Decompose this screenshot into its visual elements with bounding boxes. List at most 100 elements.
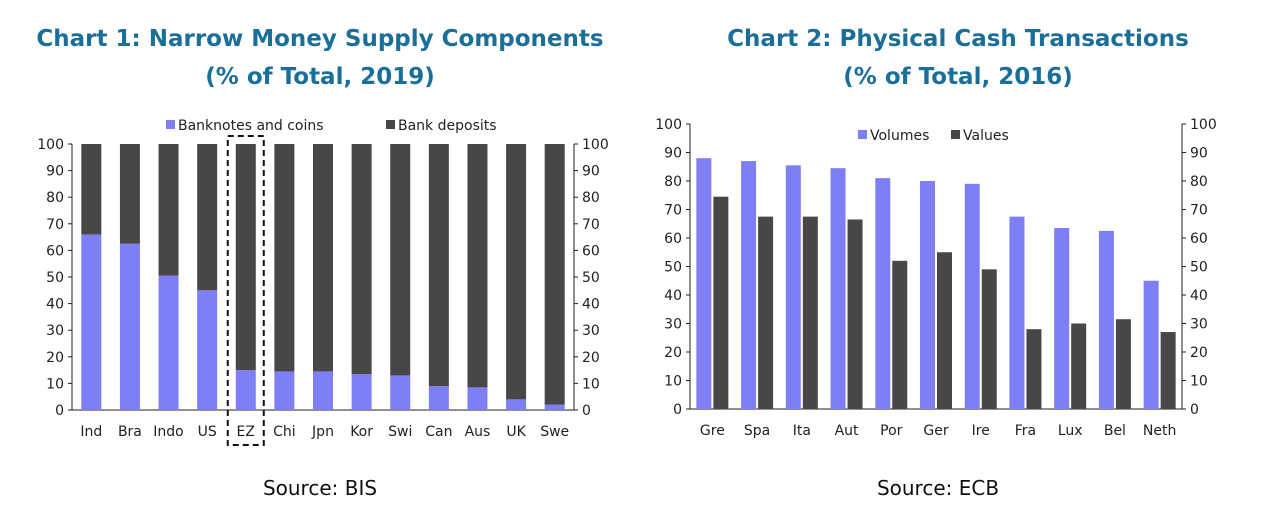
bar-banknotes-and-coins-uk [506,399,527,410]
x-tick-label-ire: Ire [972,423,990,439]
x-tick-label-aut: Aut [835,423,859,439]
left-tick-label: 30 [46,323,64,339]
bar-banknotes-and-coins-aus [467,387,488,410]
bar-volumes-aut [830,168,846,409]
left-tick-label: 0 [673,402,682,418]
left-tick-label: 0 [55,403,64,419]
bar-bank-deposits-swi [390,144,411,376]
legend-swatch-banknotes-and-coins [166,120,175,129]
bar-values-lux [1071,323,1087,409]
bar-bank-deposits-us [197,144,218,291]
bar-volumes-fra [1009,216,1025,409]
right-tick-label: 0 [1190,402,1199,418]
bar-volumes-spa [741,161,757,409]
right-tick-label: 90 [582,164,600,180]
bar-volumes-ger [920,181,935,409]
left-tick-label: 10 [46,376,64,392]
legend-label-volumes: Volumes [870,128,929,144]
x-tick-label-bra: Bra [118,424,142,440]
highlight-box-ez [226,135,265,446]
right-tick-label: 40 [1190,288,1208,304]
x-tick-label-neth: Neth [1143,423,1176,439]
left-tick-label: 50 [664,260,682,276]
left-tick-label: 30 [664,317,682,333]
bar-bank-deposits-aus [467,144,488,388]
chart-2-panel: Chart 2: Physical Cash Transactions (% o… [640,0,1276,520]
chart-1-title-block: Chart 1: Narrow Money Supply Components … [0,20,640,96]
x-tick-label-por: Por [880,423,903,439]
bar-banknotes-and-coins-ez [235,370,256,410]
right-tick-label: 90 [1190,146,1208,162]
right-tick-label: 70 [582,217,600,233]
right-tick-label: 60 [1190,231,1208,247]
bar-banknotes-and-coins-bra [119,243,140,410]
left-tick-label: 40 [664,288,682,304]
bar-bank-deposits-ez [235,144,256,371]
x-tick-label-bel: Bel [1104,423,1126,439]
left-tick-label: 60 [664,231,682,247]
right-tick-label: 60 [582,243,600,259]
right-tick-label: 0 [582,403,591,419]
right-tick-label: 100 [1190,117,1217,133]
x-tick-label-ita: Ita [793,423,811,439]
chart-1-title: Chart 1: Narrow Money Supply Components [36,26,604,52]
bar-volumes-neth [1143,280,1159,409]
right-tick-label: 20 [1190,345,1208,361]
left-tick-label: 70 [664,203,682,219]
bar-banknotes-and-coins-can [428,386,449,410]
legend-label-banknotes-and-coins: Banknotes and coins [178,118,324,134]
chart-1-source: Source: BIS [262,476,378,500]
x-tick-label-chi: Chi [273,424,296,440]
bar-bank-deposits-swe [544,144,565,405]
bar-volumes-gre [696,158,712,409]
legend-swatch-volumes [858,130,867,139]
x-tick-label-fra: Fra [1015,423,1036,439]
bar-values-bel [1115,319,1131,409]
bar-bank-deposits-indo [158,144,179,276]
left-tick-label: 20 [664,345,682,361]
right-tick-label: 70 [1190,203,1208,219]
legend-label-bank-deposits: Bank deposits [398,118,497,134]
bar-values-ita [802,216,818,409]
chart-2-subtitle: (% of Total, 2016) [843,64,1073,90]
legend-swatch-bank-deposits [386,120,395,129]
left-tick-label: 100 [37,137,64,153]
right-tick-label: 30 [1190,317,1208,333]
bar-banknotes-and-coins-chi [274,371,295,410]
left-tick-label: 70 [46,217,64,233]
bar-bank-deposits-bra [119,144,140,244]
bar-bank-deposits-jpn [313,144,333,372]
x-tick-label-indo: Indo [153,424,183,440]
right-tick-label: 50 [582,270,600,286]
right-tick-label: 10 [582,376,600,392]
bar-values-gre [713,196,729,409]
chart-1-subtitle: (% of Total, 2019) [205,64,435,90]
x-tick-label-swe: Swe [540,424,569,440]
bar-bank-deposits-ind [81,144,102,235]
left-tick-label: 100 [655,117,682,133]
bar-volumes-ire [964,183,980,409]
left-tick-label: 90 [46,164,64,180]
bar-values-ger [937,252,952,409]
x-tick-label-gre: Gre [700,423,725,439]
bar-banknotes-and-coins-ind [81,234,102,410]
left-tick-label: 80 [46,190,64,206]
x-tick-label-ger: Ger [923,423,948,439]
bar-banknotes-and-coins-kor [351,374,372,410]
bar-banknotes-and-coins-us [197,290,218,410]
left-tick-label: 60 [46,243,64,259]
left-tick-label: 20 [46,350,64,366]
x-tick-label-spa: Spa [744,423,770,439]
x-tick-label-can: Can [425,424,452,440]
bar-values-aut [847,219,863,409]
legend-label-values: Values [963,128,1009,144]
bar-banknotes-and-coins-indo [158,275,179,410]
bar-bank-deposits-kor [351,144,372,375]
right-tick-label: 20 [582,350,600,366]
bar-bank-deposits-uk [506,144,527,400]
left-tick-label: 40 [46,297,64,313]
left-tick-label: 10 [664,374,682,390]
right-tick-label: 30 [582,323,600,339]
chart-1-plot: 0 0 10 10 20 20 30 30 40 40 50 50 60 60 70 70 80 80 90 90 10… [37,118,609,446]
left-tick-label: 90 [664,146,682,162]
